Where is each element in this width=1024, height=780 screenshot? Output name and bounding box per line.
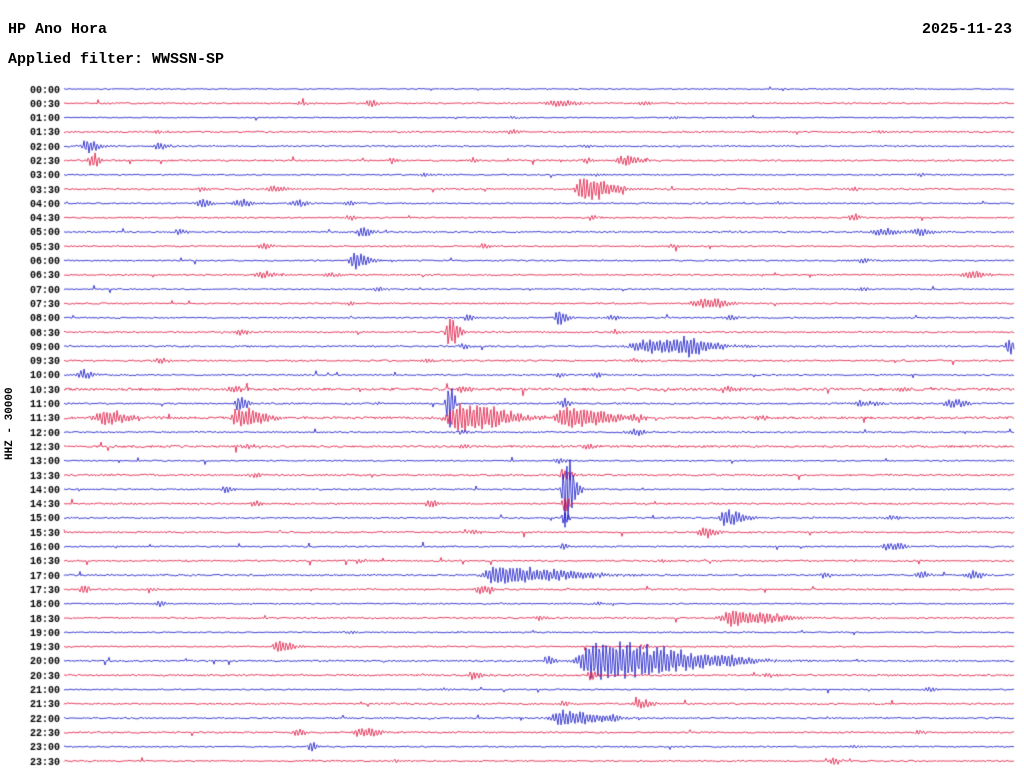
station-title: HP Ano Hora — [8, 21, 108, 38]
filter-label: Applied filter: WWSSN-SP — [8, 51, 225, 68]
y-axis-label: HHZ - 30000 — [4, 387, 16, 460]
date-label: 2025-11-23 — [921, 21, 1012, 38]
